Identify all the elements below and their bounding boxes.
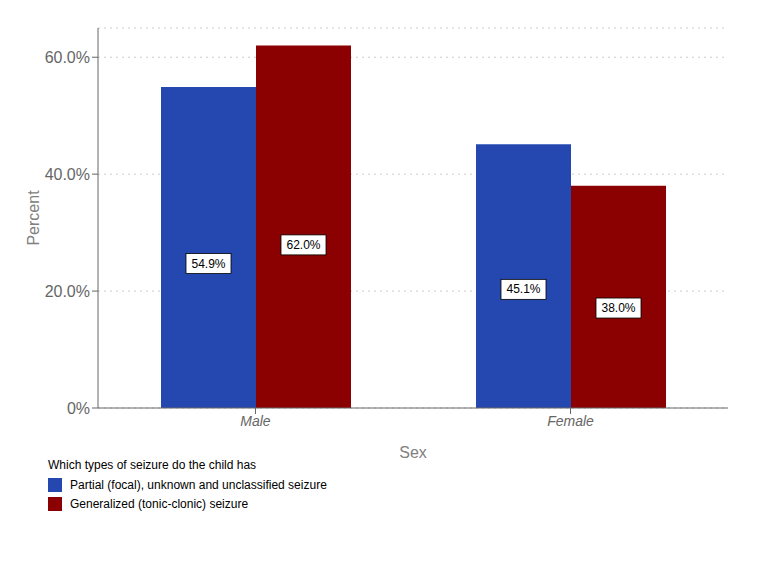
svg-text:20.0%: 20.0% bbox=[45, 283, 90, 300]
svg-text:54.9%: 54.9% bbox=[191, 257, 225, 271]
html-text:Which types of seizure do the: Which types of seizure do the child has bbox=[48, 458, 257, 472]
html-text:Partial (focal), unknown and u: Partial (focal), unknown and unclassifie… bbox=[70, 478, 327, 492]
svg-text:0%: 0% bbox=[67, 400, 90, 417]
svg-text:45.1%: 45.1% bbox=[506, 282, 540, 296]
svg-text:38.0%: 38.0% bbox=[601, 301, 635, 315]
svg-text:Percent: Percent bbox=[25, 190, 42, 246]
svg-text:Male: Male bbox=[240, 413, 271, 429]
svg-text:Sex: Sex bbox=[399, 444, 427, 461]
svg-text:Female: Female bbox=[547, 413, 594, 429]
svg-text:60.0%: 60.0% bbox=[45, 49, 90, 66]
svg-text:40.0%: 40.0% bbox=[45, 166, 90, 183]
svg-text:62.0%: 62.0% bbox=[286, 238, 320, 252]
html-text:Generalized (tonic-clonic) sei: Generalized (tonic-clonic) seizure bbox=[70, 497, 249, 511]
